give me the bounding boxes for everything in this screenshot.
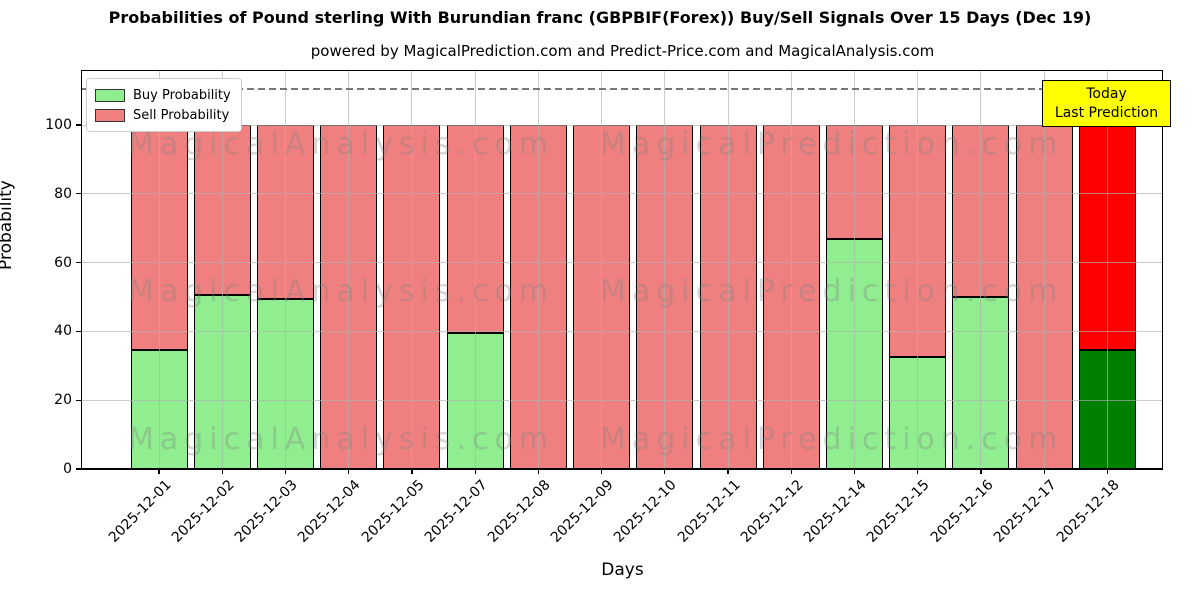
v-gridline (348, 70, 350, 469)
chart-title: Probabilities of Pound sterling With Bur… (108, 8, 1092, 27)
y-tick (76, 468, 81, 470)
x-tick-label: 2025-12-10 (611, 477, 681, 546)
v-gridline (474, 70, 476, 469)
x-tick (221, 469, 223, 474)
dashed-threshold-line (82, 88, 1163, 90)
legend-label: Sell Probability (133, 107, 230, 123)
x-tick (348, 469, 350, 474)
x-tick (158, 469, 160, 474)
x-tick-label: 2025-12-04 (295, 477, 365, 546)
x-tick-label: 2025-12-01 (105, 477, 175, 546)
bottom-spine (81, 468, 1163, 470)
x-tick-label: 2025-12-03 (231, 477, 301, 546)
top-spine (81, 70, 1163, 72)
v-gridline (917, 70, 919, 469)
x-tick-label: 2025-12-08 (484, 477, 554, 546)
annotation-line: Last Prediction (1054, 104, 1159, 121)
legend-item: Buy Probability (95, 85, 231, 105)
v-gridline (158, 70, 160, 469)
y-tick-label: 60 (54, 254, 72, 271)
x-tick-label: 2025-12-15 (864, 477, 934, 546)
x-axis-label: Days (601, 560, 644, 580)
today-annotation: Today Last Prediction (1042, 80, 1171, 127)
h-gridline (82, 399, 1163, 401)
legend-label: Buy Probability (133, 87, 231, 103)
legend-swatch (95, 108, 125, 122)
y-tick (76, 193, 81, 195)
h-gridline (82, 124, 1163, 126)
x-tick-label: 2025-12-05 (358, 477, 428, 546)
x-tick (980, 469, 982, 474)
v-gridline (1106, 70, 1108, 469)
left-spine (81, 70, 83, 470)
x-tick-label: 2025-12-12 (737, 477, 807, 546)
x-tick (1043, 469, 1045, 474)
x-tick-label: 2025-12-02 (168, 477, 238, 546)
annotation-line: Today (1086, 85, 1127, 102)
x-tick-label: 2025-12-09 (548, 477, 617, 546)
x-tick-label: 2025-12-14 (800, 477, 870, 546)
y-axis-label: Probability (0, 180, 16, 270)
v-gridline (284, 70, 286, 469)
v-gridline (221, 70, 223, 469)
y-tick-label: 100 (45, 117, 72, 133)
x-tick (1106, 469, 1109, 474)
x-tick (537, 469, 539, 474)
v-gridline (854, 70, 856, 469)
y-tick-label: 40 (54, 323, 72, 340)
v-gridline (1043, 70, 1045, 469)
x-tick (601, 469, 603, 474)
h-gridline (82, 193, 1163, 195)
y-tick (76, 262, 81, 264)
x-tick-label: 2025-12-07 (421, 477, 491, 546)
v-gridline (664, 70, 666, 469)
x-tick-label: 2025-12-16 (927, 477, 997, 546)
v-gridline (790, 70, 792, 469)
chart-subtitle: powered by MagicalPrediction.com and Pre… (310, 42, 935, 60)
x-tick (664, 469, 666, 474)
y-tick-label: 0 (63, 461, 72, 477)
v-gridline (980, 70, 982, 469)
legend-item: Sell Probability (95, 105, 231, 125)
x-tick (917, 469, 919, 474)
h-gridline (82, 262, 1163, 264)
x-tick (411, 469, 413, 474)
x-tick (790, 469, 792, 474)
x-tick-label: 2025-12-17 (990, 477, 1060, 546)
v-gridline (411, 70, 413, 469)
x-tick (727, 469, 729, 474)
y-tick (76, 330, 81, 332)
plot-area: MagicalAnalysis.com MagicalPrediction.com… (81, 70, 1171, 470)
x-tick (284, 469, 287, 474)
v-gridline (727, 70, 729, 469)
x-tick (474, 469, 476, 474)
x-tick-label: 2025-12-18 (1053, 477, 1123, 546)
v-gridline (537, 70, 539, 469)
y-tick-label: 20 (54, 392, 72, 409)
y-tick-label: 80 (54, 185, 72, 202)
y-tick (76, 399, 81, 401)
legend: Buy Probability Sell Probability (86, 78, 242, 132)
legend-swatch (95, 88, 125, 102)
y-tick (76, 124, 81, 126)
x-tick-label: 2025-12-11 (674, 477, 744, 546)
right-spine (1162, 70, 1164, 470)
v-gridline (601, 70, 603, 469)
x-tick (853, 469, 856, 474)
h-gridline (82, 330, 1163, 332)
